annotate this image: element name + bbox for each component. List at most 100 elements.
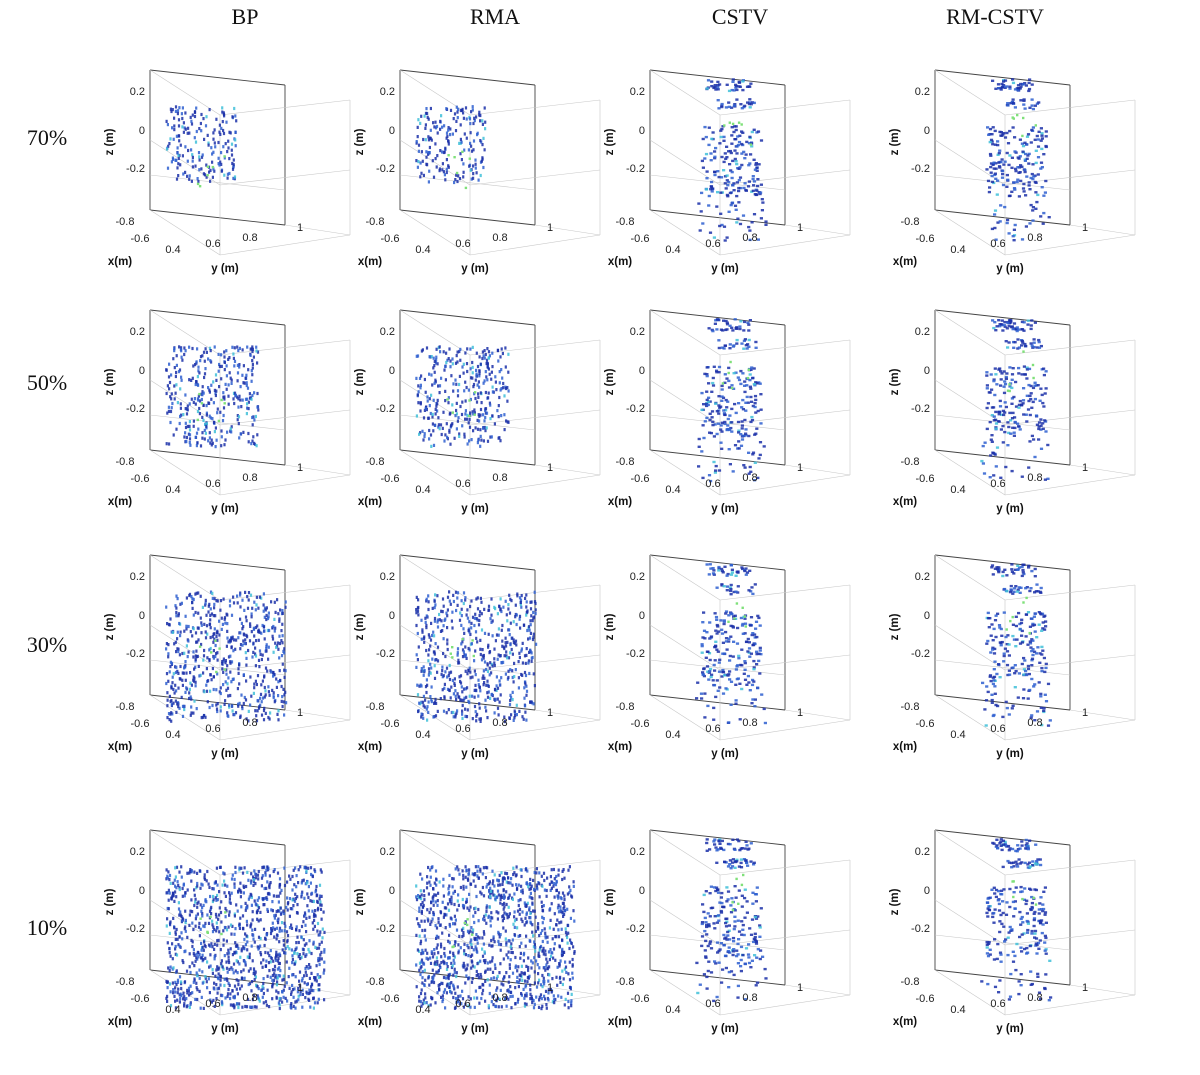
voxel [219,983,222,987]
voxel [990,414,994,417]
voxel [1012,239,1016,242]
voxel [249,624,252,628]
voxel [701,636,705,639]
voxel [299,993,302,997]
voxel [230,966,233,970]
voxel [529,623,532,627]
axis-box [934,554,1136,741]
reconstruction-cloud [165,345,260,449]
voxel [997,663,1001,666]
voxel [720,421,724,424]
voxel [439,697,442,701]
voxel [421,630,424,634]
voxel [197,638,200,642]
voxel [1025,368,1029,371]
voxel [720,104,724,107]
voxel [475,597,478,601]
voxel [723,422,727,426]
hot-voxel [218,647,221,650]
voxel [459,358,462,362]
voxel [186,655,189,659]
voxel [430,666,433,670]
voxel [708,418,712,422]
voxel [317,959,320,963]
voxel [1030,569,1034,573]
voxel [432,121,435,125]
voxel [175,363,178,367]
voxel [286,945,289,949]
voxel [726,195,730,198]
voxel [278,940,281,944]
hot-voxel [728,121,731,124]
voxel [185,596,188,600]
voxel [994,410,998,414]
voxel [736,585,740,588]
voxel [521,661,524,665]
voxel [429,695,432,699]
voxel [485,411,489,415]
voxel [1014,405,1019,408]
voxel [744,432,748,435]
voxel [441,168,444,172]
voxel [244,376,247,380]
voxel [457,416,460,420]
voxel [437,416,440,420]
voxel [745,347,749,350]
voxel [425,690,428,695]
panel-rm-cstv-50: 0.2 0 -0.2 z (m) -0.8 -0.6 x(m) 0.4 0.6 0.8 1 y (m) [880,300,1145,530]
voxel [1004,700,1008,704]
voxel [469,632,472,636]
voxel [440,432,443,437]
voxel [1013,188,1017,191]
voxel [204,431,207,435]
voxel [760,693,764,696]
voxel [478,618,481,623]
voxel [249,347,252,351]
voxel [215,117,218,121]
voxel [524,710,527,714]
voxel [282,974,285,978]
voxel [519,598,523,602]
voxel [474,673,477,677]
voxel [713,322,717,325]
grid-line [934,694,1071,711]
voxel [430,444,433,448]
voxel [439,119,442,123]
voxel [700,391,704,395]
voxel [462,698,465,702]
grid-line [534,224,601,236]
voxel [178,706,181,710]
voxel [314,888,318,892]
voxel [725,328,729,331]
voxel [1044,666,1048,670]
voxel [177,153,180,157]
voxel [527,661,530,665]
voxel [467,388,470,392]
y-tick-label: 0.6 [990,723,1005,735]
voxel [717,569,721,572]
voxel [748,385,752,388]
voxel [727,180,731,184]
voxel [223,925,226,930]
voxel [478,613,481,618]
volume-plot: 0.20-0.2z (m)-0.8-0.6x(m)0.4 0.6 0.81y (m) [604,69,851,275]
voxel [725,428,729,432]
voxel [188,428,192,432]
voxel [169,990,172,994]
voxel [989,165,993,169]
voxel [185,412,189,416]
voxel [515,613,518,617]
voxel [184,170,187,174]
voxel [1021,83,1025,86]
voxel [1029,203,1033,207]
y-tick-label: 0.6 [455,478,470,490]
voxel [1003,79,1008,82]
voxel [503,654,506,658]
voxel [455,427,458,431]
voxel [460,599,463,603]
voxel [743,668,747,671]
voxel [435,658,438,662]
voxel [415,414,418,418]
voxel [1042,367,1046,370]
voxel [460,698,463,702]
